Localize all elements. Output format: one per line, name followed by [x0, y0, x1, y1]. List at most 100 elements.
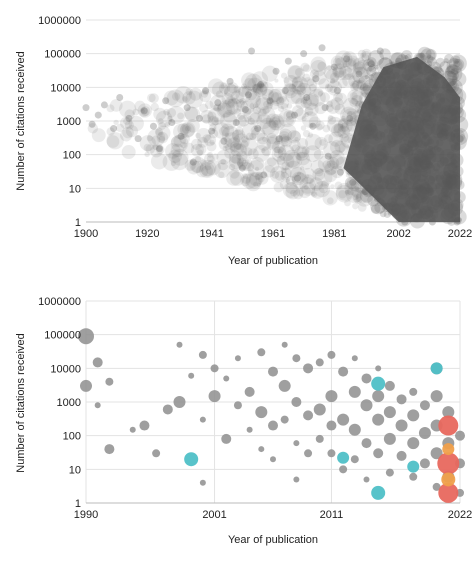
scatter-point-cloud	[247, 169, 255, 177]
x-axis-label: Year of publication	[228, 255, 318, 267]
grid-lines	[86, 19, 460, 223]
scatter-point-cloud	[185, 90, 203, 109]
scatter-point-cloud	[209, 139, 215, 145]
scatter-point-cloud	[245, 175, 262, 192]
scatter-point	[450, 117, 458, 125]
scatter-point-cloud	[273, 120, 279, 126]
scatter-point-cloud	[237, 161, 243, 167]
scatter-point-cloud	[220, 158, 227, 165]
scatter-point	[238, 164, 246, 172]
scatter-point-default	[419, 400, 430, 411]
scatter-point	[456, 135, 464, 143]
scatter-point-default	[78, 328, 94, 345]
scatter-point-cloud	[305, 93, 319, 107]
scatter-point-cloud	[254, 173, 261, 181]
scatter-point-cloud	[245, 132, 254, 141]
scatter-point-cloud	[451, 71, 467, 87]
scatter-point-cloud	[302, 129, 311, 138]
x-tick-label: 1981	[322, 228, 346, 240]
scatter-point-density	[343, 56, 460, 223]
chart-top: 1 10 100 1000 10000 100000 1000000 1900 1920 194…	[15, 15, 472, 267]
y-tick-label: 1000	[57, 116, 81, 128]
scatter-point-cloud	[245, 88, 257, 101]
scatter-point-cloud	[344, 199, 351, 207]
scatter-point-cloud	[350, 80, 360, 90]
scatter-point-cloud	[353, 57, 366, 70]
scatter-point-cloud	[342, 97, 360, 115]
scatter-point-cloud	[379, 210, 387, 218]
scatter-point-cloud	[355, 100, 363, 109]
scatter-point	[82, 104, 90, 112]
scatter-point-cloud	[368, 74, 374, 80]
scatter-point	[382, 202, 390, 210]
scatter-point-cloud	[334, 103, 346, 115]
scatter-point-cloud	[308, 83, 317, 92]
scatter-point-cloud	[275, 96, 285, 105]
scatter-point-cloud	[364, 75, 369, 80]
scatter-point-cloud	[238, 157, 247, 166]
scatter-point	[431, 85, 439, 93]
scatter-point-default	[244, 386, 255, 397]
scatter-point-default	[363, 476, 370, 483]
scatter-point-cloud	[307, 132, 314, 138]
scatter-point-cloud	[229, 168, 240, 179]
scatter-point-cloud	[271, 170, 280, 179]
scatter-point-cloud	[199, 162, 215, 179]
scatter-point-cloud	[355, 189, 373, 207]
scatter-point-cloud	[344, 176, 358, 190]
points-layer	[78, 328, 465, 503]
scatter-point-cloud	[285, 182, 298, 194]
scatter-point-cloud	[349, 91, 358, 100]
scatter-point	[254, 124, 262, 132]
scatter-point-cloud	[267, 91, 280, 103]
scatter-point-cloud	[211, 81, 229, 98]
scatter-point-cloud	[330, 165, 344, 179]
scatter-point-cloud	[298, 185, 312, 199]
scatter-point-cloud	[154, 127, 163, 136]
scatter-point-cloud	[140, 108, 146, 114]
scatter-point-red	[437, 452, 460, 475]
scatter-point-cloud	[280, 167, 287, 174]
scatter-point-cloud	[261, 88, 274, 101]
scatter-point-cloud	[264, 157, 280, 173]
scatter-point	[410, 202, 418, 210]
scatter-point-cloud	[329, 154, 345, 170]
scatter-point-cloud	[243, 78, 256, 91]
scatter-point-cloud	[234, 114, 247, 128]
scatter-point-cloud	[248, 91, 261, 104]
scatter-point	[447, 202, 455, 210]
scatter-point-cloud	[303, 184, 309, 190]
scatter-point-cloud	[322, 124, 331, 133]
scatter-point-cloud	[279, 180, 289, 190]
scatter-point-cloud	[448, 54, 467, 73]
scatter-point-cloud	[252, 106, 261, 115]
scatter-point-cloud	[351, 90, 364, 103]
scatter-point-default	[198, 350, 207, 359]
scatter-point-default	[430, 447, 443, 460]
x-tick-label: 1990	[74, 509, 98, 521]
scatter-point-cloud	[287, 129, 301, 144]
scatter-point-cloud	[400, 50, 413, 62]
scatter-point-cloud	[290, 189, 297, 196]
scatter-point-cloud	[329, 149, 345, 166]
scatter-point-cloud	[419, 52, 425, 58]
scatter-point-cloud	[266, 135, 281, 149]
scatter-point-cloud	[256, 182, 261, 187]
scatter-point-cloud	[352, 194, 359, 201]
scatter-point-cloud	[308, 88, 326, 107]
scatter-point-cloud	[224, 147, 235, 159]
x-tick-label: 1941	[199, 228, 223, 240]
scatter-point	[346, 114, 354, 122]
scatter-point-cloud	[296, 85, 307, 96]
scatter-point-cloud	[365, 61, 370, 66]
scatter-point-cloud	[198, 89, 212, 103]
scatter-point	[398, 111, 406, 119]
scatter-point-cloud	[197, 136, 209, 148]
scatter-point-cloud	[285, 111, 292, 118]
scatter-point-cloud	[300, 166, 305, 171]
y-tick-labels: 1 10 100 1000 10000 100000 1000000	[38, 296, 81, 510]
scatter-point-cloud	[313, 87, 324, 98]
scatter-point-default	[327, 449, 336, 458]
scatter-point-cloud	[106, 132, 124, 150]
scatter-point-cloud	[87, 123, 99, 134]
